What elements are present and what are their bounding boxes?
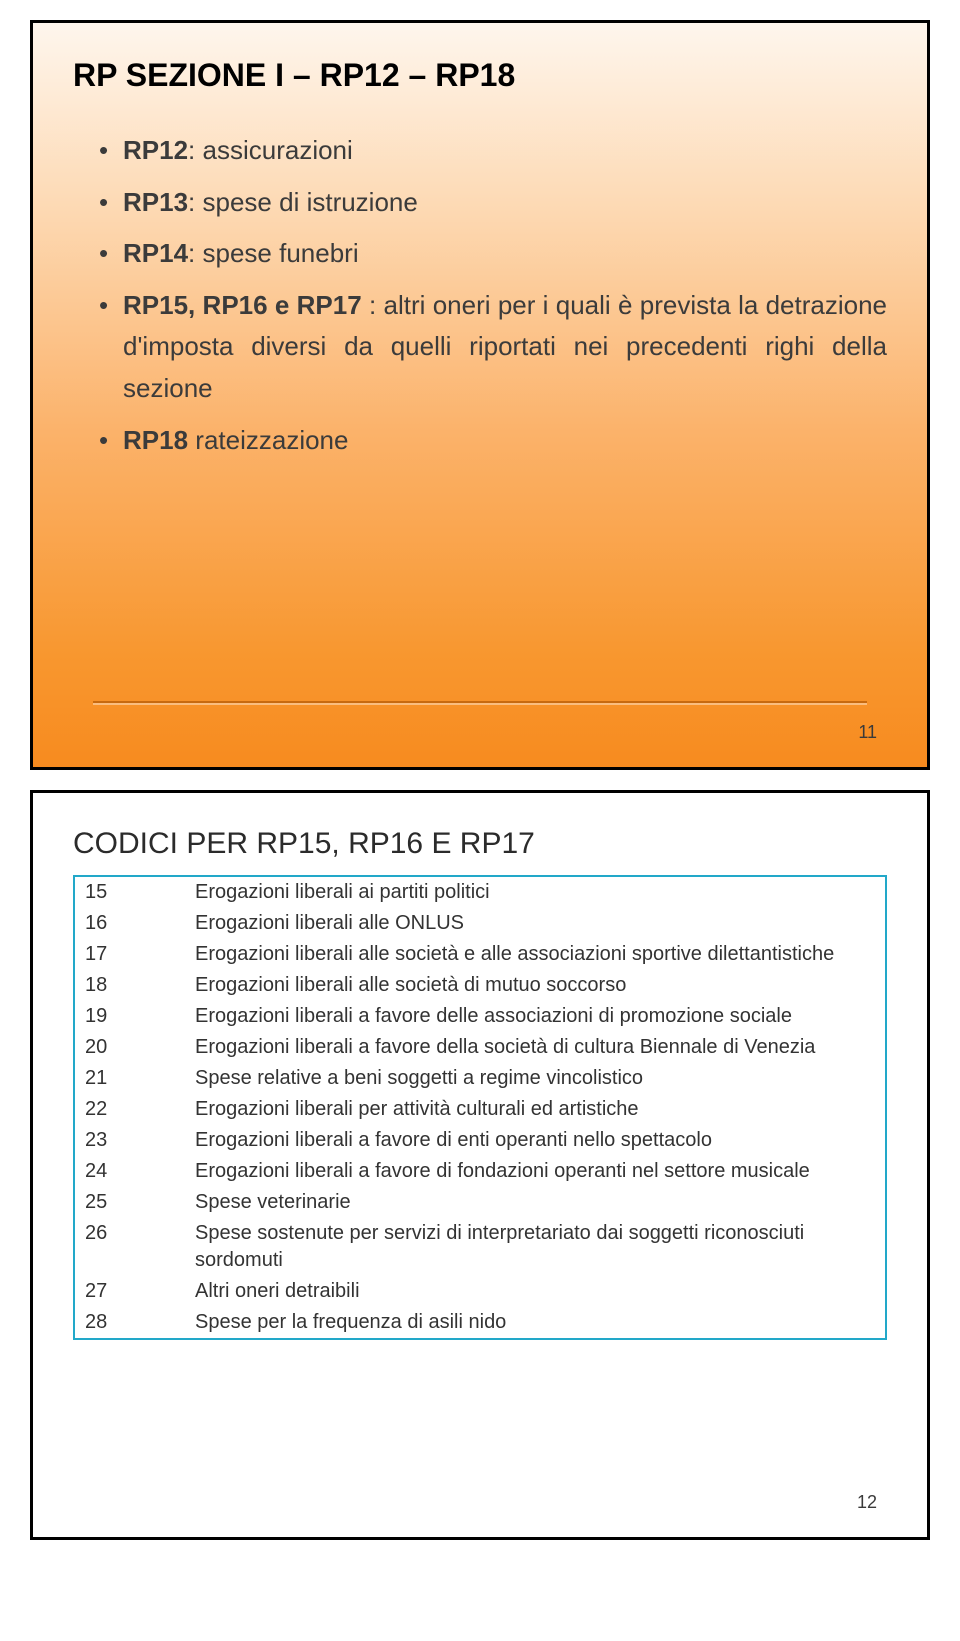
table-row: 19Erogazioni liberali a favore delle ass… [74,1001,886,1032]
code-cell: 16 [74,908,185,939]
code-cell: 18 [74,970,185,1001]
desc-cell: Erogazioni liberali per attività cultura… [185,1094,886,1125]
table-row: 16Erogazioni liberali alle ONLUS [74,908,886,939]
desc-cell: Erogazioni liberali a favore di enti ope… [185,1125,886,1156]
code-cell: 17 [74,939,185,970]
desc-cell: Erogazioni liberali a favore della socie… [185,1032,886,1063]
code-cell: 20 [74,1032,185,1063]
list-item: RP15, RP16 e RP17 : altri oneri per i qu… [99,285,887,410]
desc-cell: Erogazioni liberali ai partiti politici [185,876,886,908]
table-row: 15Erogazioni liberali ai partiti politic… [74,876,886,908]
desc-cell: Altri oneri detraibili [185,1276,886,1307]
code-cell: 22 [74,1094,185,1125]
code-cell: 25 [74,1187,185,1218]
desc-cell: Spese veterinarie [185,1187,886,1218]
item-text: assicurazioni [203,135,353,165]
item-prefix: RP18 [123,425,188,455]
item-prefix: RP13 [123,187,188,217]
desc-cell: Erogazioni liberali alle società e alle … [185,939,886,970]
code-cell: 27 [74,1276,185,1307]
table-row: 21Spese relative a beni soggetti a regim… [74,1063,886,1094]
code-cell: 19 [74,1001,185,1032]
slide1-page-number: 11 [858,722,877,743]
slide-1: RP SEZIONE I – RP12 – RP18 RP12: assicur… [30,20,930,770]
table-row: 25Spese veterinarie [74,1187,886,1218]
table-row: 26Spese sostenute per servizi di interpr… [74,1218,886,1276]
item-text: rateizzazione [195,425,348,455]
desc-cell: Erogazioni liberali a favore di fondazio… [185,1156,886,1187]
table-row: 18Erogazioni liberali alle società di mu… [74,970,886,1001]
table-row: 23Erogazioni liberali a favore di enti o… [74,1125,886,1156]
item-sep: : [362,290,384,320]
code-cell: 23 [74,1125,185,1156]
item-prefix: RP15, RP16 e RP17 [123,290,362,320]
list-item: RP14: spese funebri [99,233,887,275]
desc-cell: Spese per la frequenza di asili nido [185,1307,886,1339]
table-row: 17Erogazioni liberali alle società e all… [74,939,886,970]
table-row: 27Altri oneri detraibili [74,1276,886,1307]
desc-cell: Spese relative a beni soggetti a regime … [185,1063,886,1094]
slide-2: CODICI PER RP15, RP16 E RP17 15Erogazion… [30,790,930,1540]
code-cell: 15 [74,876,185,908]
item-prefix: RP14 [123,238,188,268]
item-sep: : [188,187,202,217]
slide1-divider [93,701,867,703]
codes-table: 15Erogazioni liberali ai partiti politic… [73,875,887,1340]
desc-cell: Erogazioni liberali alle ONLUS [185,908,886,939]
code-cell: 28 [74,1307,185,1339]
desc-cell: Erogazioni liberali a favore delle assoc… [185,1001,886,1032]
list-item: RP12: assicurazioni [99,130,887,172]
table-row: 24Erogazioni liberali a favore di fondaz… [74,1156,886,1187]
code-cell: 24 [74,1156,185,1187]
table-row: 28Spese per la frequenza di asili nido [74,1307,886,1339]
item-sep: : [188,238,202,268]
slide1-bullet-list: RP12: assicurazioni RP13: spese di istru… [99,130,887,461]
slide2-page-number: 12 [857,1492,877,1513]
list-item: RP18 rateizzazione [99,420,887,462]
item-prefix: RP12 [123,135,188,165]
slide2-title: CODICI PER RP15, RP16 E RP17 [73,827,887,861]
code-cell: 21 [74,1063,185,1094]
item-text: spese di istruzione [203,187,418,217]
desc-cell: Erogazioni liberali alle società di mutu… [185,970,886,1001]
codes-table-body: 15Erogazioni liberali ai partiti politic… [74,876,886,1339]
item-sep: : [188,135,202,165]
list-item: RP13: spese di istruzione [99,182,887,224]
item-text: spese funebri [203,238,359,268]
code-cell: 26 [74,1218,185,1276]
table-row: 22Erogazioni liberali per attività cultu… [74,1094,886,1125]
desc-cell: Spese sostenute per servizi di interpret… [185,1218,886,1276]
table-row: 20Erogazioni liberali a favore della soc… [74,1032,886,1063]
slide1-title: RP SEZIONE I – RP12 – RP18 [73,57,887,94]
